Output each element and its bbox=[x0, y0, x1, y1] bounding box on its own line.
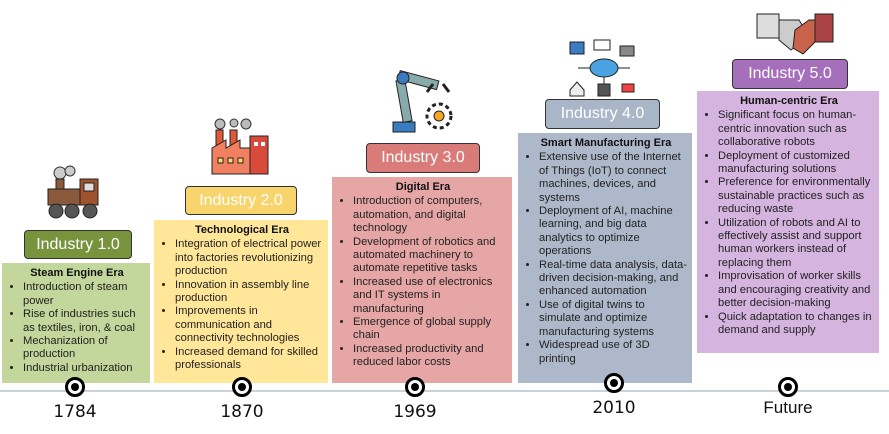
list-item: Introduction of computers, automation, a… bbox=[353, 195, 508, 235]
list-item: Widespread use of 3D printing bbox=[539, 339, 688, 366]
iot-cloud-icon bbox=[569, 39, 635, 97]
year-label: Future bbox=[763, 398, 813, 417]
year-label: 1969 bbox=[393, 402, 437, 422]
year-label: 2010 bbox=[592, 398, 636, 418]
factory-icon bbox=[211, 118, 269, 175]
timeline-marker-icon bbox=[778, 377, 798, 397]
list-item: Deployment of customized manufacturing s… bbox=[718, 150, 875, 177]
timeline-marker-icon bbox=[232, 377, 252, 397]
list-item: Improvements in communication and connec… bbox=[175, 305, 324, 345]
era-title: Smart Manufacturing Era bbox=[540, 137, 672, 149]
era-card-industry-3: Digital Era Introduction of computers, a… bbox=[332, 177, 512, 383]
list-item: Utilization of robots and AI to effectiv… bbox=[718, 217, 875, 271]
list-item: Integration of electrical power into fac… bbox=[175, 238, 324, 278]
list-item: Deployment of AI, machine learning, and … bbox=[539, 205, 688, 259]
timeline-marker-icon bbox=[604, 373, 624, 393]
era-label-industry-4: Industry 4.0 bbox=[545, 99, 660, 129]
era-card-industry-5: Human-centric Era Significant focus on h… bbox=[697, 91, 879, 353]
list-item: Introduction of steam power bbox=[23, 281, 146, 308]
list-item: Use of digital twins to simulate and opt… bbox=[539, 299, 688, 339]
list-item: Real-time data analysis, data-driven dec… bbox=[539, 259, 688, 299]
list-item: Preference for environmentally sustainab… bbox=[718, 176, 875, 216]
timeline-marker-icon bbox=[65, 377, 85, 397]
list-item: Quick adaptation to changes in demand an… bbox=[718, 311, 875, 338]
timeline-axis bbox=[0, 390, 889, 392]
era-card-industry-4: Smart Manufacturing Era Extensive use of… bbox=[518, 133, 692, 383]
year-label: 1870 bbox=[220, 402, 264, 422]
list-item: Extensive use of the Internet of Things … bbox=[539, 151, 688, 205]
era-title: Digital Era bbox=[395, 181, 451, 193]
era-title: Technological Era bbox=[195, 224, 289, 236]
list-item: Industrial urbanization bbox=[23, 362, 146, 375]
robot-arm-icon bbox=[392, 69, 453, 133]
list-item: Improvisation of worker skills and encou… bbox=[718, 270, 875, 310]
era-title: Steam Engine Era bbox=[30, 267, 124, 279]
era-label-industry-1: Industry 1.0 bbox=[24, 230, 132, 259]
era-card-industry-2: Technological Era Integration of electri… bbox=[154, 220, 328, 383]
list-item: Increased demand for skilled professiona… bbox=[175, 346, 324, 373]
era-label-industry-3: Industry 3.0 bbox=[366, 143, 480, 173]
list-item: Innovation in assembly line production bbox=[175, 279, 324, 306]
era-label-industry-2: Industry 2.0 bbox=[185, 186, 297, 215]
list-item: Development of robotics and automated ma… bbox=[353, 236, 508, 276]
timeline-marker-icon bbox=[405, 377, 425, 397]
steam-train-icon bbox=[47, 165, 99, 219]
list-item: Emergence of global supply chain bbox=[353, 316, 508, 343]
human-robot-handshake-icon bbox=[756, 13, 834, 55]
era-card-industry-1: Steam Engine Era Introduction of steam p… bbox=[2, 263, 150, 383]
list-item: Significant focus on human-centric innov… bbox=[718, 109, 875, 149]
list-item: Rise of industries such as textiles, iro… bbox=[23, 308, 146, 335]
list-item: Increased productivity and reduced labor… bbox=[353, 343, 508, 370]
year-label: 1784 bbox=[53, 402, 97, 422]
era-title: Human-centric Era bbox=[740, 95, 838, 107]
list-item: Mechanization of production bbox=[23, 335, 146, 362]
era-label-industry-5: Industry 5.0 bbox=[732, 59, 848, 89]
list-item: Increased use of electronics and IT syst… bbox=[353, 276, 508, 316]
